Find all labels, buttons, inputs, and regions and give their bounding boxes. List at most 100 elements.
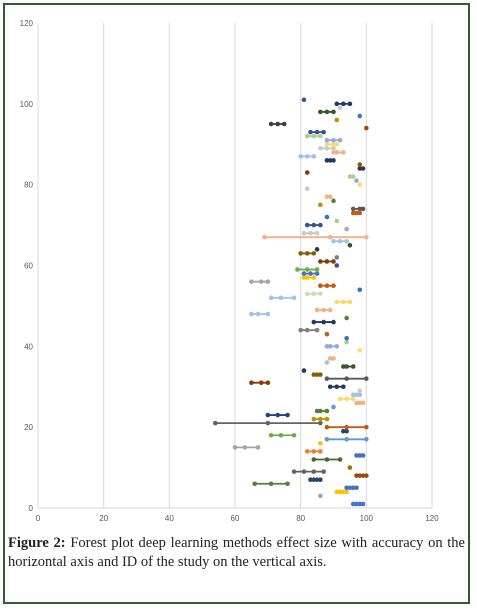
data-point <box>321 129 326 135</box>
data-point <box>318 222 323 228</box>
x-tick-label: 0 <box>36 514 41 523</box>
data-point <box>354 453 359 458</box>
data-point <box>331 145 336 151</box>
caption-label: Figure 2: <box>8 535 66 551</box>
data-point <box>311 457 317 462</box>
data-point <box>318 449 323 454</box>
data-point <box>304 291 310 297</box>
data-point <box>360 501 366 507</box>
data-point <box>232 445 238 450</box>
data-point <box>344 339 349 345</box>
data-point <box>337 105 343 111</box>
data-point <box>350 392 356 398</box>
data-point <box>360 473 366 478</box>
data-point <box>347 299 353 305</box>
data-point <box>262 234 267 240</box>
data-point <box>360 453 366 458</box>
data-point <box>311 222 317 228</box>
data-point <box>354 485 359 491</box>
data-point <box>357 348 363 353</box>
data-point <box>364 473 369 478</box>
data-point <box>321 469 326 474</box>
data-point <box>311 372 317 377</box>
data-point <box>324 408 330 414</box>
data-point <box>301 469 307 474</box>
y-tick-label: 20 <box>24 423 33 432</box>
data-point <box>337 238 343 244</box>
x-tick-label: 120 <box>425 514 439 523</box>
y-tick-label: 80 <box>24 181 33 190</box>
data-point <box>318 416 323 422</box>
data-point <box>357 388 363 394</box>
data-point <box>268 121 274 127</box>
data-point <box>350 501 356 507</box>
data-point <box>334 141 340 147</box>
data-point <box>304 222 310 228</box>
data-point <box>350 396 356 402</box>
data-point <box>314 307 320 313</box>
data-point <box>308 230 313 236</box>
data-point <box>344 364 349 369</box>
data-point <box>265 412 271 418</box>
data-point <box>341 101 346 107</box>
data-point <box>265 380 271 386</box>
data-point <box>318 109 323 115</box>
data-point <box>304 154 310 159</box>
data-point <box>249 279 254 284</box>
x-tick-label: 60 <box>231 514 240 523</box>
data-point <box>331 141 336 147</box>
data-point <box>314 267 320 272</box>
data-point <box>331 150 336 155</box>
data-point <box>324 141 330 147</box>
data-point <box>337 396 343 402</box>
data-point <box>327 194 333 200</box>
data-point <box>291 295 297 301</box>
data-point <box>350 364 356 369</box>
data-point <box>331 404 336 410</box>
data-point <box>311 469 317 474</box>
data-point <box>301 271 307 276</box>
data-point <box>314 271 320 276</box>
data-point <box>265 420 271 426</box>
data-point <box>344 485 349 491</box>
data-point <box>311 477 317 483</box>
data-point <box>318 493 323 499</box>
data-point <box>308 271 313 276</box>
data-point <box>318 133 323 139</box>
data-point <box>275 121 280 127</box>
data-point <box>344 489 349 495</box>
data-point <box>331 198 336 204</box>
data-point <box>304 251 310 256</box>
data-point <box>314 477 320 483</box>
data-point <box>295 267 300 272</box>
data-point <box>327 234 333 240</box>
y-tick-label: 100 <box>20 100 34 109</box>
data-point <box>327 307 333 313</box>
x-tick-label: 80 <box>296 514 305 523</box>
data-point <box>334 344 340 349</box>
data-point <box>364 125 369 131</box>
data-point <box>334 299 340 305</box>
data-point <box>354 400 359 406</box>
data-point <box>318 291 323 297</box>
data-point <box>334 218 340 224</box>
figure-caption: Figure 2: Forest plot deep learning meth… <box>8 534 465 572</box>
data-point <box>318 372 323 377</box>
data-point <box>275 412 280 418</box>
data-point <box>364 376 369 381</box>
data-point <box>304 186 310 192</box>
data-point <box>357 501 363 507</box>
data-point <box>354 501 359 507</box>
data-point <box>357 453 363 458</box>
data-point <box>334 489 340 495</box>
data-point <box>350 485 356 491</box>
data-point <box>347 485 353 491</box>
data-point <box>344 436 349 442</box>
data-point <box>268 295 274 301</box>
data-point <box>258 279 264 284</box>
data-point <box>285 412 290 418</box>
data-point <box>331 356 336 361</box>
data-point <box>331 319 336 325</box>
data-point <box>311 251 317 256</box>
data-point <box>324 344 330 349</box>
